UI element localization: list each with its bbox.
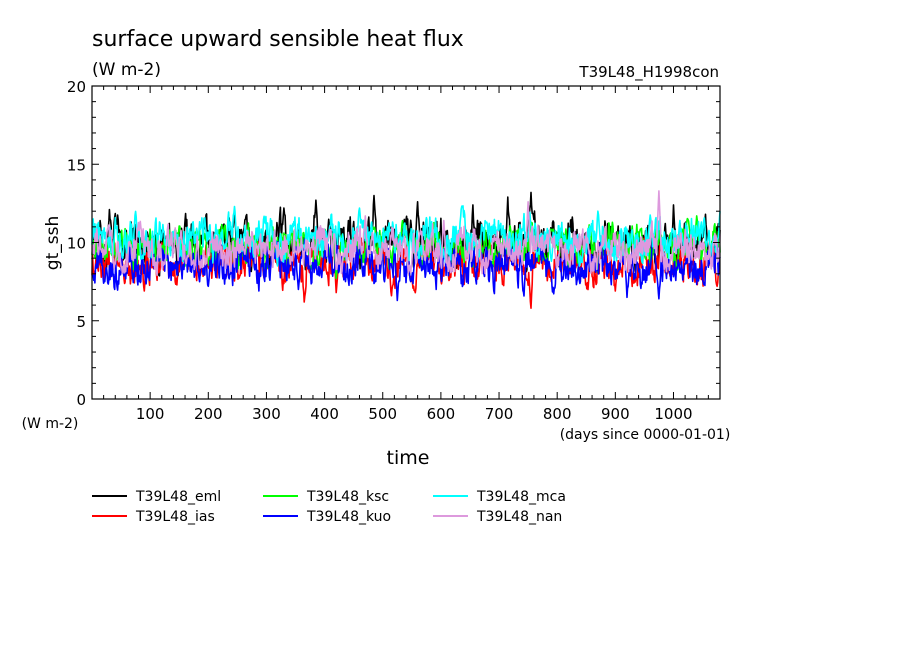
x-tick-label: 800 xyxy=(543,405,572,423)
x-tick-label: 100 xyxy=(136,405,165,423)
run-label: T39L48_H1998con xyxy=(578,63,719,82)
legend-label: T39L48_ias xyxy=(135,509,215,525)
legend: T39L48_eml T39L48_ksc T39L48_mca T39L48_ias… xyxy=(92,489,566,525)
legend-label: T39L48_eml xyxy=(135,489,221,505)
y-tick-label: 10 xyxy=(67,235,86,253)
legend-label: T39L48_ksc xyxy=(306,489,389,505)
chart-subtitle: (W m-2) xyxy=(92,60,161,80)
y-tick-label: 15 xyxy=(67,156,86,174)
x-axis-label: time xyxy=(387,447,430,469)
series-line-T39L48_nan xyxy=(91,190,721,277)
series-line-T39L48_ias xyxy=(91,235,721,309)
y-unit-label: (W m-2) xyxy=(22,416,79,432)
series-layer xyxy=(91,190,721,309)
x-tick-label: 400 xyxy=(310,405,339,423)
x-tick-label: 300 xyxy=(252,405,281,423)
legend-label: T39L48_nan xyxy=(476,509,562,525)
x-tick-label: 700 xyxy=(485,405,514,423)
x-tick-label: 900 xyxy=(601,405,630,423)
y-tick-label: 20 xyxy=(67,78,86,96)
legend-label: T39L48_kuo xyxy=(306,509,391,525)
y-axis-label: gt_ssh xyxy=(43,216,63,270)
y-tick-label: 5 xyxy=(76,313,86,331)
y-tick-label: 0 xyxy=(76,391,86,409)
legend-label: T39L48_mca xyxy=(476,489,566,505)
x-unit-label: (days since 0000-01-01) xyxy=(560,427,731,443)
ticks-layer: 0 5 10 15 20 100 200 300 400 500 600 700 800 900 1000 xyxy=(67,78,720,423)
x-tick-label: 600 xyxy=(427,405,456,423)
x-tick-label: 500 xyxy=(368,405,397,423)
chart-title: surface upward sensible heat flux xyxy=(92,27,464,52)
x-tick-label: 1000 xyxy=(654,405,692,423)
x-tick-label: 200 xyxy=(194,405,223,423)
